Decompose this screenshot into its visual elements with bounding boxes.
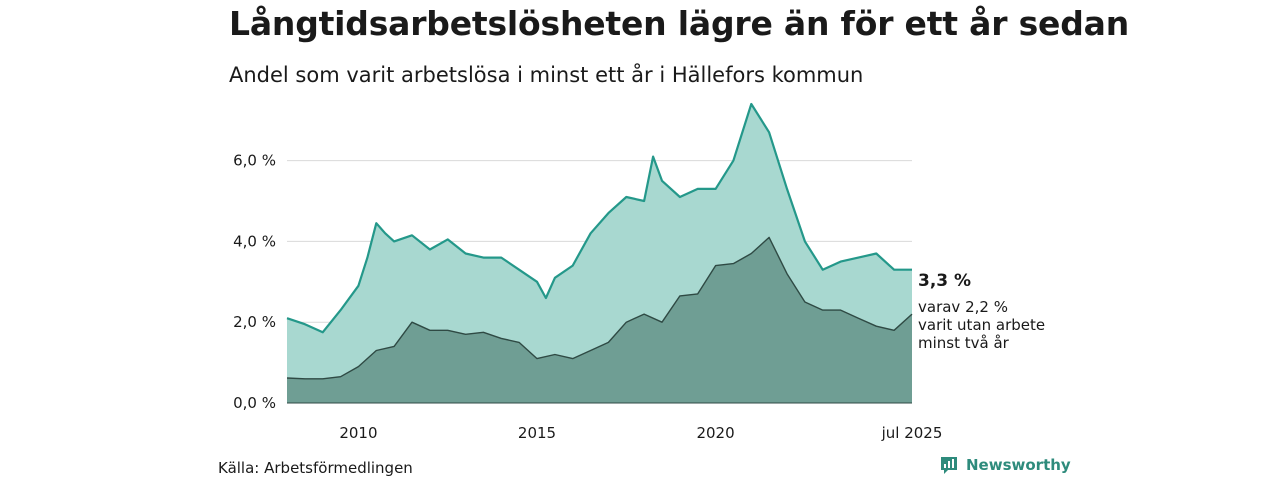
series-line-2 [286,236,913,380]
chart-areas [286,102,913,404]
brand-name: Newsworthy [966,456,1071,474]
end-label-sub: minst två år [918,334,1010,352]
end-label-sub: varav 2,2 % [918,298,1008,316]
brand-logo: Newsworthy [939,455,1071,475]
chart-subtitle: Andel som varit arbetslösa i minst ett å… [229,63,864,87]
y-tick-label: 0,0 % [233,394,276,412]
x-axis-ticks: 2010 2015 2020 jul 2025 [339,424,942,442]
newsworthy-logo-icon [941,457,957,474]
x-tick-label: 2015 [518,424,556,442]
y-tick-label: 4,0 % [233,232,276,250]
x-tick-label: jul 2025 [881,424,943,442]
y-tick-label: 2,0 % [233,313,276,331]
source-note: Källa: Arbetsförmedlingen [218,459,413,477]
x-tick-label: 2020 [696,424,734,442]
x-tick-label: 2010 [339,424,377,442]
end-label-sub: varit utan arbete [918,316,1045,334]
series-area-2 [287,237,912,403]
y-tick-label: 6,0 % [233,152,276,170]
chart-title: Långtidsarbetslösheten lägre än för ett … [229,4,1130,43]
y-axis-ticks: 0,0 % 2,0 % 4,0 % 6,0 % [233,152,276,412]
end-label-total: 3,3 % [918,271,971,291]
series-line-1 [286,102,912,334]
